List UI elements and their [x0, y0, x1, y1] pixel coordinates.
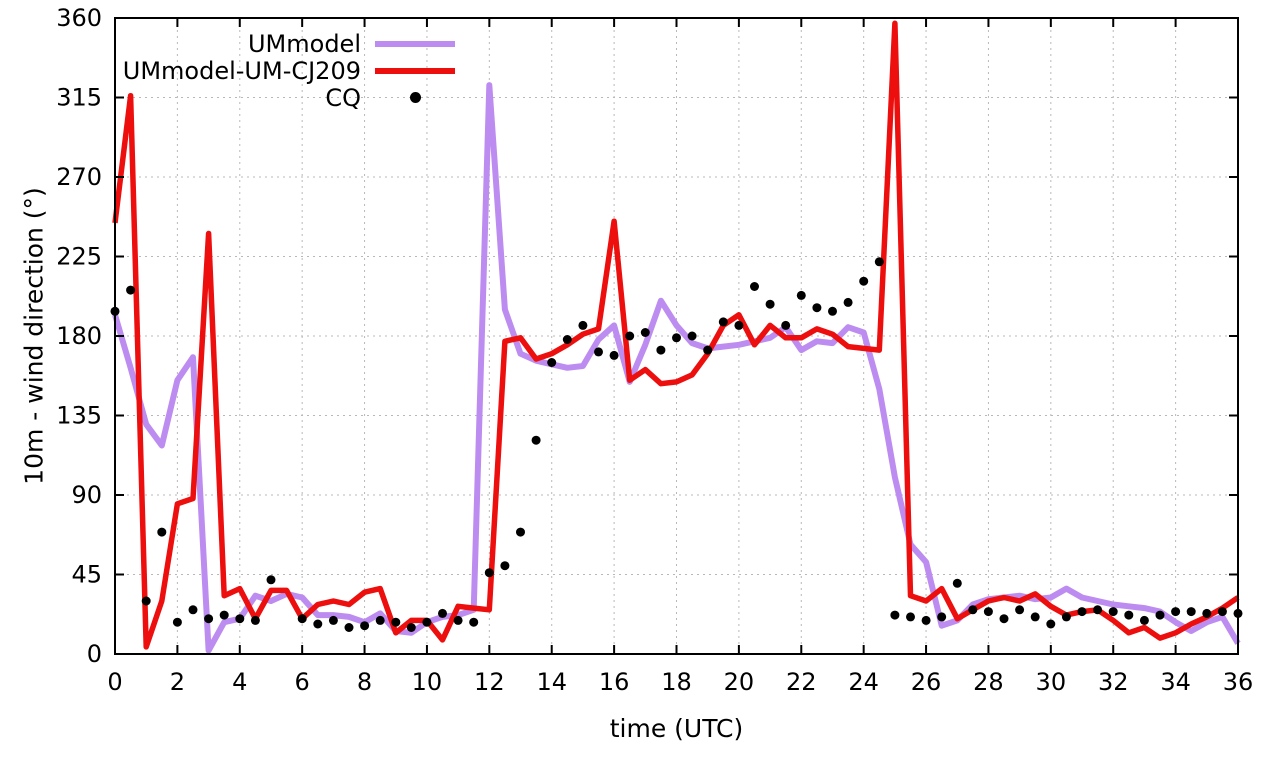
- svg-text:32: 32: [1098, 668, 1129, 696]
- svg-text:10: 10: [412, 668, 443, 696]
- series-CQ-points: [110, 257, 1243, 632]
- svg-text:0: 0: [87, 640, 102, 668]
- svg-text:360: 360: [56, 4, 102, 32]
- svg-text:28: 28: [973, 668, 1004, 696]
- svg-text:22: 22: [786, 668, 817, 696]
- svg-text:270: 270: [56, 163, 102, 191]
- svg-text:225: 225: [56, 243, 102, 271]
- x-axis-label: time (UTC): [609, 714, 744, 743]
- svg-text:18: 18: [661, 668, 692, 696]
- legend-line-sample: [375, 67, 455, 74]
- series-UMmodel: [112, 82, 1241, 654]
- svg-text:30: 30: [1036, 668, 1067, 696]
- svg-text:0: 0: [107, 668, 122, 696]
- svg-text:135: 135: [56, 402, 102, 430]
- gridlines: [115, 18, 1238, 654]
- y-axis-label: 10m - wind direction (°): [19, 187, 49, 485]
- legend: UMmodel UMmodel-UM-CJ209 CQ: [115, 29, 455, 112]
- svg-text:34: 34: [1160, 668, 1191, 696]
- x-tick-labels: 0 2 4 6 8 10 12 14 16 18 20 22 24 26 28 30 32 34 36: [107, 668, 1253, 696]
- legend-line-sample: [375, 40, 455, 47]
- axis-ticks: [114, 17, 1239, 655]
- svg-text:4: 4: [232, 668, 247, 696]
- y-tick-labels: 0 45 90 135 180 225 270 315 360: [56, 4, 102, 668]
- svg-text:90: 90: [71, 481, 102, 509]
- legend-entry-UMmodel-UM-CJ209: UMmodel-UM-CJ209: [115, 56, 455, 85]
- svg-text:315: 315: [56, 84, 102, 112]
- svg-text:8: 8: [357, 668, 372, 696]
- legend-entry-CQ: CQ: [115, 83, 455, 112]
- svg-text:24: 24: [848, 668, 879, 696]
- svg-text:12: 12: [474, 668, 505, 696]
- svg-text:16: 16: [599, 668, 630, 696]
- svg-text:20: 20: [724, 668, 755, 696]
- svg-text:45: 45: [71, 561, 102, 589]
- legend-point-sample: [375, 92, 455, 103]
- legend-label: UMmodel-UM-CJ209: [122, 56, 361, 85]
- svg-text:36: 36: [1223, 668, 1254, 696]
- svg-text:2: 2: [170, 668, 185, 696]
- legend-label: CQ: [325, 83, 361, 112]
- svg-text:6: 6: [295, 668, 310, 696]
- legend-entry-UMmodel: UMmodel: [115, 29, 455, 58]
- svg-text:14: 14: [536, 668, 567, 696]
- svg-text:180: 180: [56, 322, 102, 350]
- legend-label: UMmodel: [247, 29, 361, 58]
- svg-text:26: 26: [911, 668, 942, 696]
